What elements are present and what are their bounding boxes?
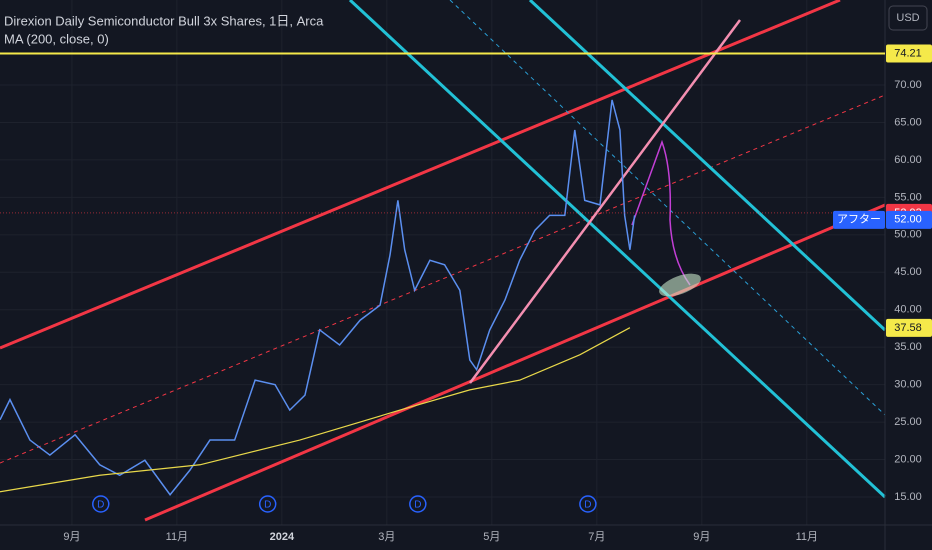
chart-title: Direxion Daily Semiconductor Bull 3x Sha… xyxy=(4,13,324,28)
x-tick-label: 3月 xyxy=(378,531,395,543)
highlight xyxy=(659,273,701,297)
y-tick-label: 30.00 xyxy=(894,379,922,391)
indicator-label: MA (200, close, 0) xyxy=(4,31,109,46)
x-tick-label: 9月 xyxy=(63,531,80,543)
x-tick-label: 9月 xyxy=(693,531,710,543)
x-tick-label: 7月 xyxy=(588,531,605,543)
y-tick-label: 65.00 xyxy=(894,116,922,128)
y-tick-label: 70.00 xyxy=(894,79,922,91)
price-label-box xyxy=(886,44,932,63)
price-label-box xyxy=(886,210,932,229)
dividend-marker xyxy=(92,495,110,513)
y-tick-label: 55.00 xyxy=(894,191,922,203)
y-tick-label: 60.00 xyxy=(894,154,922,166)
price-label: 52.00 xyxy=(894,214,922,226)
y-tick-label: 45.00 xyxy=(894,266,922,278)
trend-line xyxy=(468,19,742,384)
y-tick-label: 35.00 xyxy=(894,341,922,353)
x-tick-label: 5月 xyxy=(483,531,500,543)
price-label-box xyxy=(886,318,932,337)
currency-button[interactable] xyxy=(888,5,928,31)
y-tick-label: 20.00 xyxy=(894,453,922,465)
y-tick-label: 25.00 xyxy=(894,416,922,428)
forecast-curve xyxy=(631,139,691,286)
y-tick-label: 40.00 xyxy=(894,304,922,316)
price-tag-box xyxy=(833,210,885,229)
drawings xyxy=(0,0,887,522)
dividend-marker xyxy=(258,495,277,513)
y-tick-label: 50.00 xyxy=(894,229,922,241)
trend-line xyxy=(0,94,886,464)
trend-line xyxy=(0,0,841,350)
price-line xyxy=(0,327,631,493)
dividend-label: D xyxy=(97,500,104,511)
y-tick-label: 15.00 xyxy=(894,491,922,503)
price-label: 37.58 xyxy=(894,322,922,334)
dividend-label: D xyxy=(414,500,421,511)
x-tick-label: 2024 xyxy=(270,531,295,543)
currency[interactable]: USD xyxy=(896,12,919,24)
dividend-marker xyxy=(579,495,597,513)
dividend-marker xyxy=(409,495,427,513)
dividend-label: D xyxy=(264,500,271,511)
price-label: 74.21 xyxy=(894,47,922,59)
x-tick-label: 11月 xyxy=(796,531,818,543)
channel-line xyxy=(528,0,887,332)
x-tick-label: 11月 xyxy=(166,531,188,543)
channel-line xyxy=(348,0,887,499)
dividend-label: D xyxy=(584,500,591,511)
price-line xyxy=(0,99,636,496)
price-tag: アフター xyxy=(837,213,881,226)
trend-line xyxy=(144,203,886,522)
channel-line xyxy=(449,0,886,416)
